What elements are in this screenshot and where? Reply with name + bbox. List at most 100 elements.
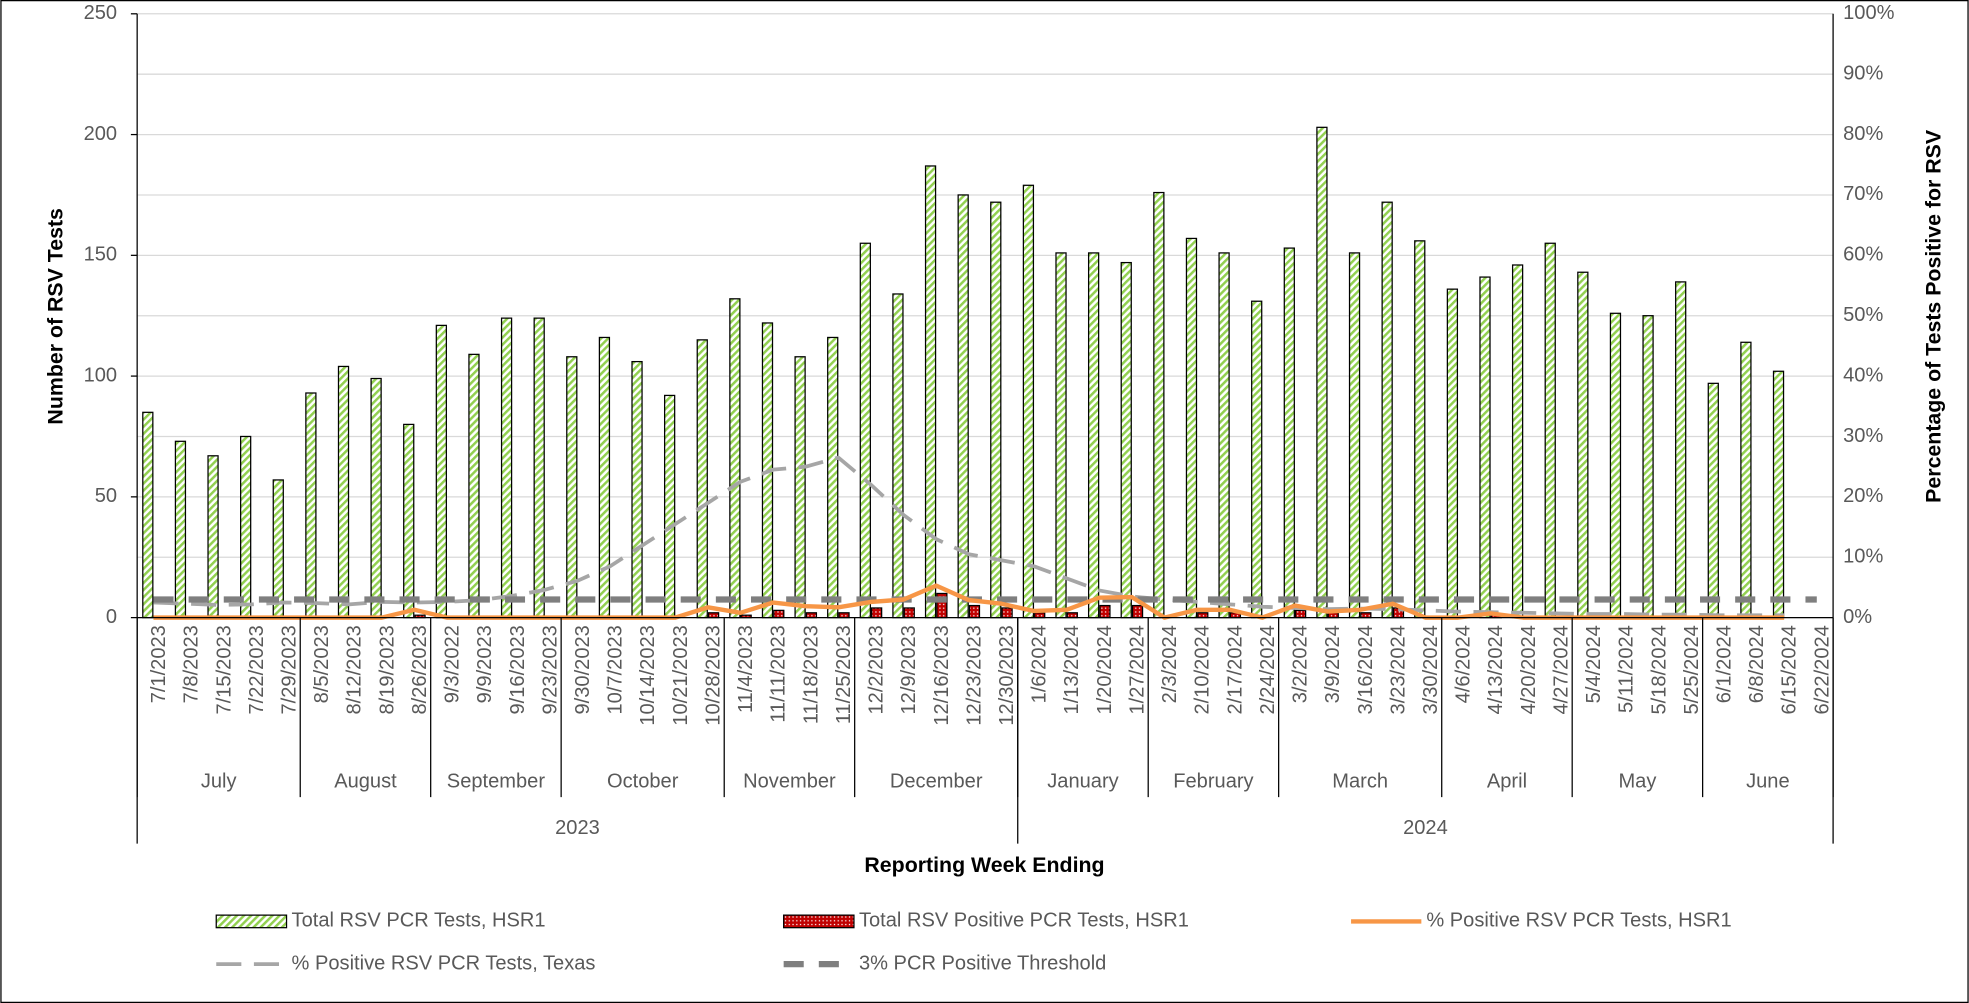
bar — [1197, 612, 1209, 619]
x-tick-label: 1/13/2024 — [1061, 625, 1083, 714]
legend-swatch — [783, 914, 855, 929]
x-tick-label: 9/30/2023 — [572, 625, 594, 714]
bar — [1446, 288, 1459, 619]
x-tick-label: 5/18/2024 — [1648, 625, 1670, 714]
bar — [827, 336, 839, 619]
x-tick-label: 3/30/2024 — [1420, 625, 1442, 714]
x-tick-label: 10/21/2023 — [670, 625, 692, 726]
x-tick-label: 3/2/2024 — [1290, 625, 1312, 703]
x-tick-label: 11/18/2023 — [800, 625, 822, 724]
month-label: February — [1173, 770, 1253, 792]
x-tick-label: 8/5/2023 — [311, 625, 333, 703]
x-tick-label: 5/11/2024 — [1616, 625, 1638, 713]
y2-tick-label: 90% — [1843, 62, 1883, 84]
x-tick-label: 4/27/2024 — [1550, 625, 1572, 714]
bar — [1022, 184, 1035, 619]
x-tick-label: 8/12/2023 — [344, 625, 366, 714]
x-tick-label: 5/4/2024 — [1583, 625, 1605, 703]
bar — [1609, 312, 1622, 619]
legend-label: Total RSV PCR Tests, HSR1 — [292, 910, 546, 932]
month-label: March — [1332, 770, 1388, 792]
x-tick-label: 1/20/2024 — [1094, 625, 1116, 714]
y-tick-label: 0 — [106, 606, 117, 628]
bar — [968, 604, 981, 619]
bar — [468, 353, 480, 619]
bar — [1218, 252, 1230, 619]
x-tick-label: 12/9/2023 — [898, 625, 920, 714]
y-tick-label: 150 — [84, 244, 117, 266]
bars — [142, 126, 1785, 619]
bar — [370, 377, 382, 619]
bar — [1055, 252, 1067, 619]
bar — [598, 336, 611, 619]
x-tick-label: 7/1/2023 — [148, 625, 170, 703]
month-label: July — [201, 770, 237, 792]
y2-tick-label: 40% — [1843, 364, 1883, 386]
bar — [924, 165, 937, 619]
bar — [566, 356, 578, 619]
x-tick-label: 1/6/2024 — [1029, 625, 1051, 703]
bar — [1772, 370, 1785, 619]
y-tick-label: 200 — [84, 123, 117, 145]
y2-tick-label: 50% — [1843, 304, 1883, 326]
bar — [1642, 315, 1654, 619]
bar — [838, 612, 850, 619]
bar — [1001, 607, 1013, 619]
bar — [631, 360, 643, 619]
month-label: June — [1746, 770, 1790, 792]
bar — [729, 298, 741, 619]
x-tick-label: 7/22/2023 — [246, 625, 268, 714]
bar — [142, 411, 154, 619]
bar — [207, 455, 219, 619]
bar — [337, 365, 350, 619]
legend-label: Total RSV Positive PCR Tests, HSR1 — [859, 910, 1189, 932]
y2-tick-label: 0% — [1843, 606, 1872, 628]
y2-tick-label: 60% — [1843, 244, 1883, 266]
x-tick-label: 12/23/2023 — [963, 625, 985, 726]
bar — [1316, 126, 1328, 619]
x-tick-label: 3/16/2024 — [1355, 625, 1377, 714]
line-series — [153, 455, 1785, 618]
year-label: 2024 — [1403, 817, 1448, 839]
bar — [1544, 242, 1556, 619]
x-tick-label: 10/28/2023 — [702, 625, 724, 726]
x-tick-label: 2/24/2024 — [1257, 625, 1279, 714]
bar — [794, 356, 806, 619]
bar — [1034, 612, 1046, 619]
y2-tick-label: 30% — [1843, 425, 1883, 447]
legend-label: % Positive RSV PCR Tests, HSR1 — [1426, 910, 1731, 932]
x-tick-label: 1/27/2024 — [1126, 625, 1148, 714]
x-tick-label: 6/8/2024 — [1746, 625, 1768, 703]
y2-tick-label: 10% — [1843, 546, 1883, 568]
x-tick-label: 12/30/2023 — [996, 625, 1018, 726]
bar — [533, 317, 545, 619]
x-tick-label: 7/15/2023 — [213, 625, 235, 714]
x-tick-label: 6/1/2024 — [1714, 625, 1736, 703]
month-label: September — [447, 770, 546, 792]
month-label: August — [334, 770, 397, 792]
x-tick-label: 11/4/2023 — [735, 625, 757, 713]
bar — [859, 242, 871, 619]
bar — [1185, 237, 1198, 619]
bar — [696, 339, 708, 619]
x-axis-title: Reporting Week Ending — [864, 853, 1104, 877]
bar — [403, 423, 415, 619]
month-label: November — [743, 770, 836, 792]
bar — [435, 324, 447, 619]
y2-tick-label: 100% — [1843, 2, 1894, 24]
bar — [1740, 341, 1752, 619]
y-tick-label: 250 — [84, 2, 117, 24]
bar — [773, 609, 785, 619]
bar — [892, 293, 904, 619]
bar — [1131, 604, 1144, 619]
month-label: January — [1047, 770, 1118, 792]
bar — [1511, 264, 1524, 619]
x-tick-label: 2/3/2024 — [1159, 625, 1181, 703]
bar — [305, 392, 317, 619]
x-tick-label: 4/6/2024 — [1453, 625, 1475, 703]
x-tick-label: 10/14/2023 — [637, 625, 659, 726]
bar — [990, 201, 1002, 619]
x-tick-label: 11/25/2023 — [833, 625, 855, 724]
